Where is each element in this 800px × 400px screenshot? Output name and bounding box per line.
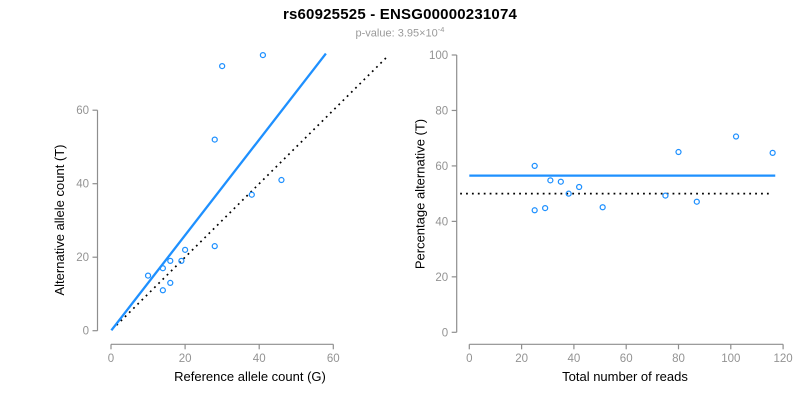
data-point [769, 149, 776, 157]
data-point [144, 272, 152, 279]
data-point [693, 198, 700, 205]
data-point [547, 177, 554, 184]
x-tick-label: 100 [721, 353, 740, 365]
data-point [576, 183, 583, 191]
data-point [542, 204, 549, 212]
data-point [732, 133, 740, 140]
identity-line [115, 57, 387, 326]
y-tick-label: 0 [442, 327, 448, 339]
plot-title: rs60925525 - ENSG00000231074 [282, 6, 518, 23]
data-point [159, 265, 166, 272]
y-tick-label: 20 [76, 252, 89, 264]
data-point [219, 62, 226, 70]
x-tick-label: 40 [568, 353, 581, 365]
data-point [599, 204, 606, 211]
data-point [159, 287, 166, 294]
p-value-exponent: -4 [437, 25, 445, 34]
x-axis-title: Total number of reads [562, 369, 688, 384]
data-point [675, 148, 682, 156]
y-tick-label: 40 [435, 216, 448, 228]
data-point [531, 162, 538, 170]
x-tick-label: 120 [774, 353, 793, 365]
data-point [167, 279, 174, 287]
y-tick-label: 100 [429, 50, 448, 62]
data-point [248, 191, 255, 198]
x-tick-label: 20 [179, 353, 192, 365]
data-point [662, 192, 669, 199]
x-tick-label: 0 [108, 353, 114, 365]
y-tick-label: 40 [76, 179, 89, 191]
data-point [181, 246, 189, 253]
x-axis-title: Reference allele count (G) [174, 369, 326, 384]
data-point [557, 178, 564, 185]
y-tick-label: 60 [76, 105, 89, 117]
p-value-text: p-value: 3.95×10 [355, 27, 438, 40]
y-axis-title: Alternative allele count (T) [52, 144, 67, 295]
x-tick-label: 40 [253, 353, 266, 365]
data-point [211, 243, 218, 250]
data-point [565, 190, 572, 197]
plot-subtitle: p-value: 3.95×10-4 [0, 25, 800, 40]
x-tick-label: 0 [466, 353, 472, 365]
y-tick-label: 60 [435, 161, 448, 173]
y-tick-label: 0 [83, 326, 89, 338]
data-point [259, 51, 267, 59]
x-tick-label: 20 [515, 353, 528, 365]
y-axis-title: Percentage alternative (T) [413, 119, 428, 269]
y-tick-label: 80 [435, 105, 448, 117]
data-point [531, 207, 538, 214]
data-point [278, 176, 285, 184]
data-point [178, 257, 185, 264]
fit-line [110, 52, 327, 332]
x-tick-label: 60 [327, 353, 340, 365]
x-tick-label: 60 [620, 353, 633, 365]
data-point [167, 257, 174, 264]
y-tick-label: 20 [435, 272, 448, 284]
x-tick-label: 80 [672, 353, 685, 365]
data-point [211, 136, 218, 143]
